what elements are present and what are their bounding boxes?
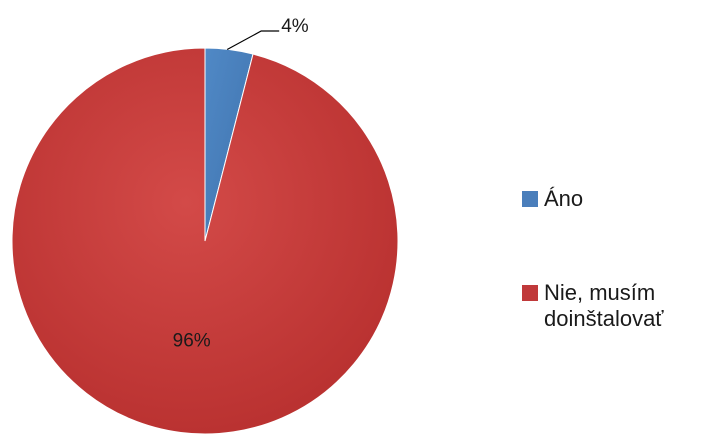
data-label-ano: 4% (281, 16, 309, 37)
pie-slice-nie (12, 48, 398, 434)
legend: Áno Nie, musím doinštalovať (522, 186, 712, 332)
legend-label-ano: Áno (544, 186, 583, 212)
legend-item-ano: Áno (522, 186, 712, 212)
legend-swatch-nie (522, 285, 538, 301)
data-label-nie: 96% (173, 330, 211, 351)
leader-line (227, 31, 279, 50)
legend-item-nie: Nie, musím doinštalovať (522, 280, 712, 332)
legend-swatch-ano (522, 191, 538, 207)
legend-label-nie: Nie, musím doinštalovať (544, 280, 712, 332)
